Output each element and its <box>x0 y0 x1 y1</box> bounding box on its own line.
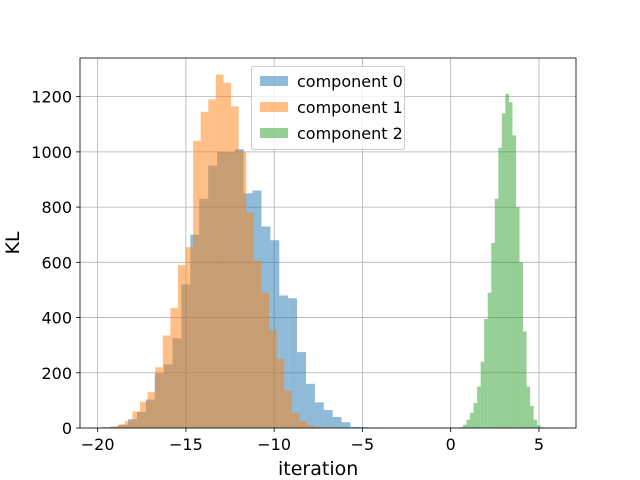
histogram-bar-component-1 <box>261 292 270 428</box>
histogram-bar-component-1 <box>269 329 277 428</box>
x-tick-label: −20 <box>81 435 115 454</box>
histogram-bar-component-1 <box>215 74 224 428</box>
histogram-bar-component-1 <box>306 425 315 428</box>
histogram-bar-component-2 <box>515 207 520 428</box>
y-tick-label: 0 <box>62 419 72 438</box>
histogram-bar-component-2 <box>512 135 516 429</box>
histogram-bar-component-1 <box>162 335 171 428</box>
histogram-bar-component-1 <box>284 390 292 428</box>
histogram-bar-component-2 <box>530 405 534 428</box>
histogram-bar-component-2 <box>523 331 527 428</box>
histogram-bar-component-1 <box>246 212 254 428</box>
histogram-bar-component-2 <box>505 93 509 429</box>
histogram-bar-component-0 <box>305 383 315 428</box>
legend-label-component-2: component 2 <box>297 123 403 143</box>
histogram-bar-component-0 <box>288 298 298 428</box>
axes: −20 −15 −10 −5 0 5 0 200 400 600 800 1000 1200 <box>31 57 577 454</box>
histogram-bar-component-2 <box>487 292 492 428</box>
histogram-bar-component-1 <box>132 411 141 428</box>
histogram-bar-component-1 <box>238 151 247 428</box>
x-tick-label: 5 <box>534 435 544 454</box>
histogram-bar-component-2 <box>484 318 488 428</box>
y-tick-label: 400 <box>41 309 72 328</box>
histogram-bar-component-1 <box>185 247 194 428</box>
histogram-bar-component-2 <box>477 386 481 428</box>
legend-swatch-component-2 <box>260 128 288 138</box>
histogram-bar-component-1 <box>291 412 300 428</box>
histogram-bar-component-2 <box>473 403 478 428</box>
histogram-bar-component-2 <box>533 419 538 428</box>
histogram-bar-component-2 <box>501 113 506 428</box>
histogram-bar-component-1 <box>253 260 262 428</box>
histogram-bar-component-2 <box>519 262 524 428</box>
legend-item-component-0: component 0 <box>260 71 403 91</box>
plot-frame <box>79 57 577 429</box>
histogram-bar-component-1 <box>208 99 216 428</box>
histogram-bar-component-1 <box>177 265 186 428</box>
x-tick-label: −5 <box>351 435 375 454</box>
histogram-bar-component-2 <box>470 412 474 428</box>
histogram-bars <box>101 74 545 429</box>
histogram-bar-component-1 <box>155 367 163 428</box>
histogram-bar-component-1 <box>140 401 148 428</box>
histogram-bar-component-0 <box>323 410 333 428</box>
histogram-bar-component-1 <box>124 421 133 428</box>
histogram-bar-component-1 <box>200 111 209 428</box>
histogram-bar-component-2 <box>537 425 541 428</box>
histogram-bar-component-2 <box>498 147 502 428</box>
histogram-bar-component-1 <box>117 424 125 428</box>
histogram-bar-component-1 <box>223 82 232 429</box>
histogram-bar-component-2 <box>508 102 513 428</box>
y-axis-label: KL <box>2 231 24 255</box>
histogram-bar-component-0 <box>332 416 342 428</box>
y-tick-label: 800 <box>41 198 72 217</box>
y-tick-label: 1000 <box>31 143 72 162</box>
histogram-bar-component-2 <box>480 361 485 428</box>
histogram-bar-component-0 <box>341 422 351 428</box>
histogram-bar-component-0 <box>101 427 111 428</box>
histogram-bar-component-2 <box>459 427 464 428</box>
histogram-bar-component-1 <box>109 427 118 428</box>
x-tick-label: −15 <box>169 435 203 454</box>
x-tick-label: −10 <box>257 435 291 454</box>
histogram-bar-component-2 <box>491 243 495 428</box>
legend-label-component-1: component 1 <box>297 97 403 117</box>
y-tick-label: 200 <box>41 364 72 383</box>
histogram-bar-component-1 <box>231 106 239 428</box>
legend: component 0 component 1 component 2 <box>251 66 405 150</box>
x-axis-label: iteration <box>278 458 359 480</box>
legend-swatch-component-1 <box>260 102 288 112</box>
histogram-bar-component-1 <box>276 358 285 428</box>
histogram-bar-component-2 <box>540 427 545 428</box>
histogram-bar-component-0 <box>297 352 306 428</box>
histogram-bar-component-1 <box>299 421 307 428</box>
histogram-bar-component-0 <box>314 402 324 428</box>
histogram-bar-component-0 <box>359 427 369 428</box>
x-tick-label: 0 <box>446 435 456 454</box>
histogram-bar-component-1 <box>147 392 156 428</box>
legend-item-component-1: component 1 <box>260 97 403 117</box>
legend-swatch-component-0 <box>260 76 288 86</box>
histogram-bar-component-2 <box>466 419 471 428</box>
histogram-bar-component-2 <box>494 198 499 428</box>
legend-item-component-2: component 2 <box>260 123 403 143</box>
histogram-bar-component-1 <box>193 140 201 428</box>
histogram-bar-component-1 <box>314 427 323 428</box>
histogram-bar-component-0 <box>350 426 360 428</box>
y-tick-label: 600 <box>41 253 72 272</box>
y-tick-label: 1200 <box>31 88 72 107</box>
histogram-bar-component-2 <box>463 424 467 428</box>
legend-label-component-0: component 0 <box>297 71 403 91</box>
histogram-bar-component-1 <box>170 307 178 428</box>
histogram-bar-component-2 <box>526 386 531 428</box>
